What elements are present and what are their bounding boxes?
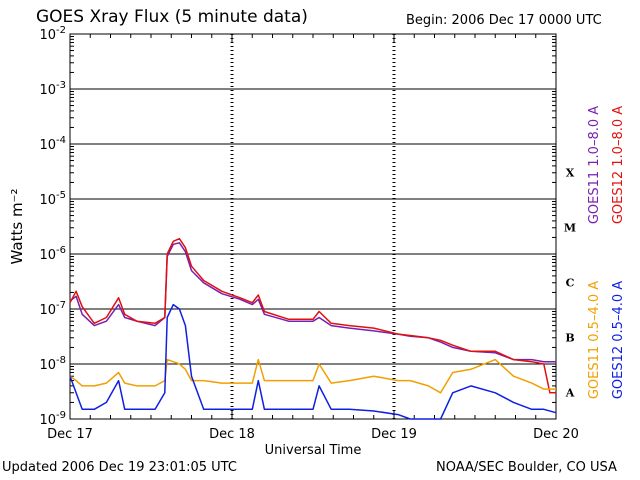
y-tick-label: 10-2 xyxy=(39,25,66,43)
credit-label: NOAA/SEC Boulder, CO USA xyxy=(436,460,617,475)
flare-class-label: A xyxy=(565,387,575,400)
flare-class-label: M xyxy=(564,222,576,235)
updated-timestamp: Updated 2006 Dec 19 23:01:05 UTC xyxy=(2,460,237,475)
y-tick-label: 10-5 xyxy=(39,190,66,208)
y-axis-label: Watts m⁻² xyxy=(8,189,26,265)
legend-entry: GOES11 1.0–8.0 A xyxy=(587,106,602,224)
series-line xyxy=(69,242,556,363)
y-tick-label: 10-8 xyxy=(39,355,66,373)
y-tick-label: 10-9 xyxy=(39,410,66,428)
x-tick-label: Dec 17 xyxy=(47,427,93,442)
x-tick-label: Dec 19 xyxy=(371,427,417,442)
series-line xyxy=(69,303,557,420)
legend-entry: GOES12 0.5–4.0 A xyxy=(611,281,626,399)
y-tick-label: 10-3 xyxy=(39,80,66,98)
y-tick-label: 10-7 xyxy=(39,300,66,318)
series-line xyxy=(69,358,556,394)
begin-date: Begin: 2006 Dec 17 0000 UTC xyxy=(406,13,602,28)
chart-title: GOES Xray Flux (5 minute data) xyxy=(36,7,308,27)
flare-class-label: X xyxy=(566,167,575,180)
x-tick-label: Dec 18 xyxy=(209,427,255,442)
flare-class-label: B xyxy=(565,332,574,345)
x-axis-label: Universal Time xyxy=(265,443,362,458)
x-tick-label: Dec 20 xyxy=(533,427,579,442)
y-tick-label: 10-6 xyxy=(39,245,66,263)
plot-frame xyxy=(69,33,557,420)
legend-entry: GOES12 1.0–8.0 A xyxy=(611,106,626,224)
legend-entry: GOES11 0.5–4.0 A xyxy=(587,281,602,399)
series-line xyxy=(69,237,556,394)
y-tick-label: 10-4 xyxy=(39,135,66,153)
flare-class-label: C xyxy=(566,277,575,290)
